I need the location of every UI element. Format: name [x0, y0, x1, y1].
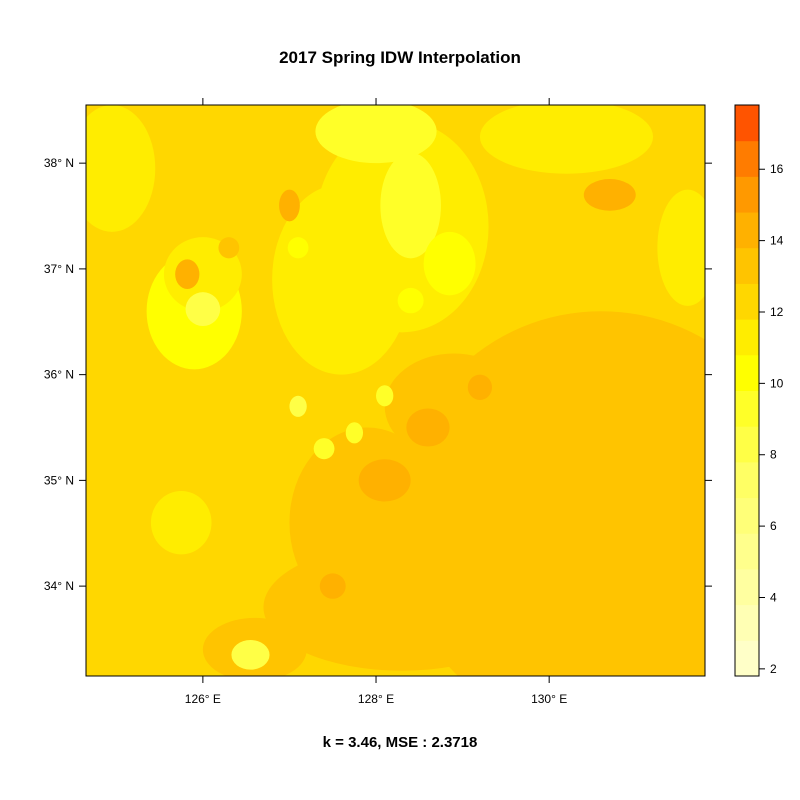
surface-region-14 [423, 231, 476, 296]
colorbar-level-15 [735, 105, 759, 142]
colorbar-level-9 [735, 319, 759, 356]
x-tick-label: 130° E [531, 692, 567, 706]
y-tick-label: 38° N [44, 156, 74, 170]
colorbar-level-4 [735, 497, 759, 534]
y-tick-label: 36° N [44, 368, 74, 382]
surface-region-22 [358, 459, 411, 502]
y-tick-label: 35° N [44, 473, 74, 487]
surface-region-20 [406, 408, 450, 447]
colorbar-level-2 [735, 568, 759, 606]
colorbar-level-12 [735, 212, 759, 249]
surface-region-27 [289, 395, 307, 417]
colorbar-level-10 [735, 283, 759, 320]
colorbar-level-7 [735, 390, 759, 427]
surface-region-28 [376, 385, 394, 407]
chart-title: 2017 Spring IDW Interpolation [279, 48, 521, 67]
surface-region-26 [313, 438, 335, 460]
surface-region-15 [150, 490, 212, 555]
colorbar-level-3 [735, 533, 759, 570]
colorbar-border [734, 104, 760, 677]
colorbar-tick-label: 10 [770, 376, 784, 390]
surface-region-12 [315, 105, 437, 164]
colorbar-tick-label: 16 [770, 162, 784, 176]
surface-region-9 [272, 184, 411, 375]
colorbar-level-8 [735, 354, 759, 391]
surface-region-6 [657, 189, 705, 306]
colorbar-level-0 [735, 640, 759, 677]
y-tick-label: 34° N [44, 579, 74, 593]
surface-region-25 [279, 189, 300, 222]
colorbar-tick-label: 8 [770, 448, 777, 462]
surface-region-17 [175, 259, 200, 289]
surface-region-19 [467, 374, 493, 401]
plot-border [85, 104, 706, 677]
colorbar-tick-label: 2 [770, 662, 777, 676]
surface-region-3 [384, 353, 524, 460]
surface-region-29 [345, 422, 364, 444]
surface-region-31 [287, 237, 309, 259]
colorbar-level-13 [735, 176, 759, 213]
surface-region-24 [218, 237, 240, 259]
surface-region-13 [380, 152, 441, 259]
colorbar-level-6 [735, 426, 759, 463]
colorbar: 2 4 6 8 10 12 14 16 [734, 104, 784, 677]
y-tick-label: 37° N [44, 262, 74, 276]
x-tick-label: 126° E [185, 692, 221, 706]
chart-subtitle: k = 3.46, MSE : 2.3718 [322, 734, 478, 751]
colorbar-level-5 [735, 461, 759, 499]
surface-region-2 [289, 427, 446, 618]
colorbar-tick-label: 14 [770, 234, 784, 248]
colorbar-level-11 [735, 247, 759, 284]
colorbar-tick-label: 6 [770, 519, 777, 533]
colorbar-level-14 [735, 140, 759, 177]
surface-region-7 [479, 105, 654, 174]
x-tick-label: 128° E [358, 692, 394, 706]
colorbar-tick-label: 12 [770, 305, 784, 319]
axes: 126° E 128° E 130° E 38° N 37° N 36° N 35° N 34… [44, 98, 712, 706]
colorbar-tick-label: 4 [770, 590, 777, 604]
surface-region-18 [185, 292, 221, 326]
surface-region-21 [583, 179, 636, 211]
surface-region-23 [319, 573, 346, 599]
interpolation-surface [86, 105, 705, 676]
colorbar-level-1 [735, 604, 759, 641]
surface-region-30 [397, 287, 424, 314]
surface-region-5 [86, 105, 156, 232]
surface-region-16 [231, 640, 270, 670]
